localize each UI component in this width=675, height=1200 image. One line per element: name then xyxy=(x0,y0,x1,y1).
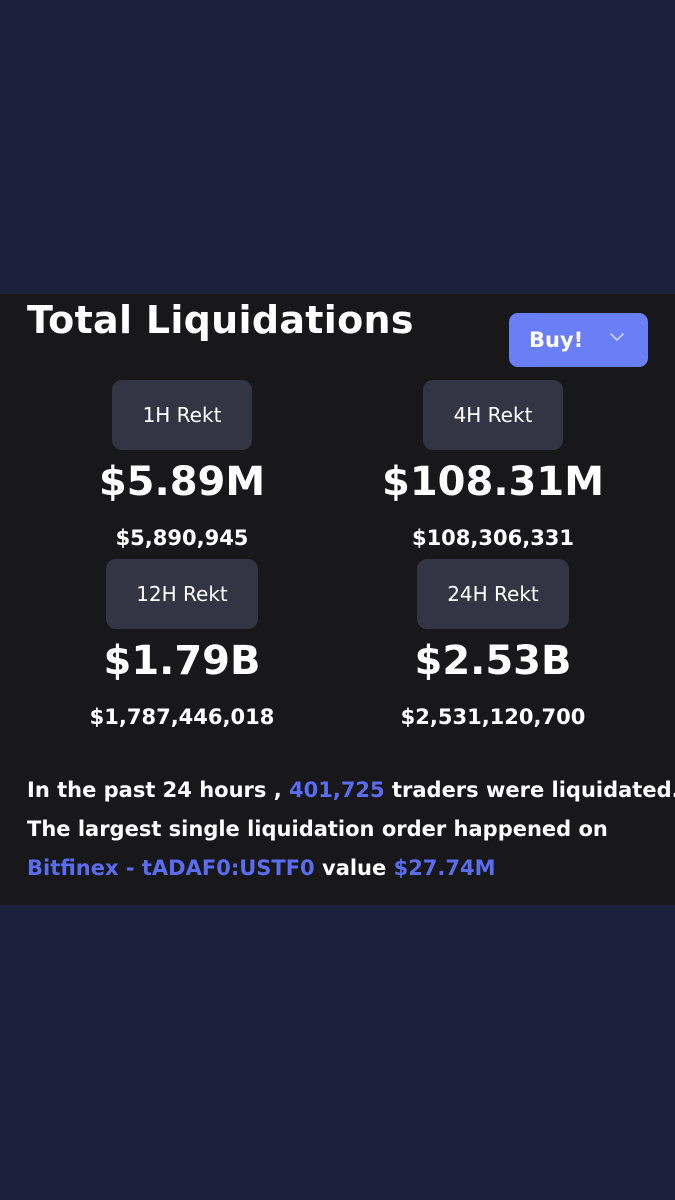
stat-24h-label[interactable]: 24H Rekt xyxy=(417,559,569,629)
side-filter-label: Buy! xyxy=(529,328,584,352)
traders-count: 401,725 xyxy=(289,778,385,802)
stat-12h-label[interactable]: 12H Rekt xyxy=(106,559,258,629)
total-liquidations-panel: Total Liquidations Buy! 1H Rekt $5.89M $… xyxy=(0,294,675,905)
summary-line-3: Bitfinex - tADAF0:USTF0 value $27.74M xyxy=(27,849,657,888)
stat-4h: 4H Rekt $108.31M $108,306,331 xyxy=(333,380,653,550)
stat-4h-label[interactable]: 4H Rekt xyxy=(423,380,563,450)
chevron-down-icon xyxy=(610,333,624,341)
summary-line-2: The largest single liquidation order hap… xyxy=(27,817,608,841)
stat-1h: 1H Rekt $5.89M $5,890,945 xyxy=(22,380,342,550)
exchange-pair-link[interactable]: Bitfinex - tADAF0:USTF0 xyxy=(27,856,315,880)
summary-line-1: In the past 24 hours , 401,725 traders w… xyxy=(27,771,675,810)
stat-12h-exact: $1,787,446,018 xyxy=(89,705,275,729)
stat-12h: 12H Rekt $1.79B $1,787,446,018 xyxy=(22,559,342,729)
stat-1h-amount: $5.89M xyxy=(98,459,266,505)
stat-24h: 24H Rekt $2.53B $2,531,120,700 xyxy=(333,559,653,729)
stat-1h-label[interactable]: 1H Rekt xyxy=(112,380,252,450)
liquidation-summary: In the past 24 hours , 401,725 traders w… xyxy=(27,771,675,888)
stat-12h-amount: $1.79B xyxy=(103,638,261,684)
summary-traders-suffix: traders were liquidated. xyxy=(391,778,675,802)
summary-prefix: In the past 24 hours , xyxy=(27,778,282,802)
stat-4h-exact: $108,306,331 xyxy=(411,526,575,550)
stat-24h-amount: $2.53B xyxy=(414,638,572,684)
side-filter-dropdown[interactable]: Buy! xyxy=(509,313,648,367)
summary-value-label: value xyxy=(322,856,387,880)
largest-order-value: $27.74M xyxy=(393,856,496,880)
stat-24h-exact: $2,531,120,700 xyxy=(400,705,586,729)
stat-1h-exact: $5,890,945 xyxy=(115,526,249,550)
panel-title: Total Liquidations xyxy=(27,298,414,342)
stat-4h-amount: $108.31M xyxy=(382,459,604,505)
